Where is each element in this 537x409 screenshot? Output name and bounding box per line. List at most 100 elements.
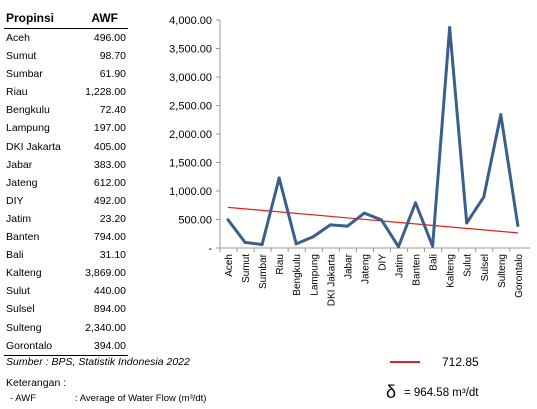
awf-value: 612.00 <box>93 176 126 189</box>
header-awf: AWF <box>91 11 118 25</box>
province-name: Bali <box>6 249 24 262</box>
province-name: Lampung <box>6 122 50 135</box>
x-tick-label: Gorontalo <box>514 254 525 298</box>
table-row: Banten 794.00 <box>4 228 128 246</box>
header-propinsi: Propinsi <box>6 11 55 25</box>
awf-value: 23.20 <box>99 212 126 225</box>
awf-line-chart: 4,000.00 3,500.00 3,000.00 2,500.00 2,000.00… <box>169 15 530 307</box>
table-row: Sulut 440.00 <box>4 282 128 300</box>
data-point <box>311 235 315 239</box>
data-point <box>482 195 486 199</box>
x-tick-label: Kalteng <box>446 254 457 288</box>
province-name: Sumbar <box>6 68 43 81</box>
table-row: Sumut 98.70 <box>4 47 128 65</box>
data-point <box>260 242 264 246</box>
x-tick-label: Sulsel <box>480 254 491 281</box>
delta-value: = 964.58 m³/dt <box>404 387 479 399</box>
delta-symbol: δ <box>386 382 397 402</box>
x-tick-label: Bali <box>429 254 440 271</box>
awf-item: - AWF <box>10 393 37 404</box>
legend-value: 712.85 <box>442 355 479 369</box>
table-row: Jatim 23.20 <box>4 210 128 228</box>
province-name: Gorontalo <box>6 339 53 352</box>
province-name: Jabar <box>6 158 33 171</box>
x-tick-label: DIY <box>377 254 388 271</box>
awf-value: 31.10 <box>99 249 126 262</box>
y-tick-label: 500.00 <box>178 215 212 227</box>
province-name: Riau <box>6 86 28 99</box>
x-tick-label: Lampung <box>309 254 320 296</box>
awf-value: 383.00 <box>93 158 126 171</box>
table-row: Jateng 612.00 <box>4 174 128 192</box>
awf-series-line <box>226 25 520 249</box>
keterangan-label: Keterangan : <box>6 377 67 389</box>
data-point <box>499 113 503 117</box>
province-name: DIY <box>6 194 24 207</box>
x-tick-label: DKI Jakarta <box>326 254 337 307</box>
x-tick-label: Sulteng <box>497 254 508 288</box>
y-tick-label: 2,500.00 <box>169 101 212 113</box>
table-row: Kalteng 3,869.00 <box>4 264 128 282</box>
source-note: Sumber : BPS, Statistik Indonesia 2022 <box>6 356 190 368</box>
province-name: Sumut <box>6 50 37 63</box>
province-name: DKI Jakarta <box>6 140 61 153</box>
x-tick-label: Jateng <box>360 254 371 284</box>
table-row: Bengkulu 72.40 <box>4 101 128 119</box>
province-name: Jateng <box>6 176 38 189</box>
y-tick-label: 2,000.00 <box>169 129 212 141</box>
x-tick-label: Jabar <box>343 253 354 279</box>
awf-value: 492.00 <box>93 194 126 207</box>
awf-value: 794.00 <box>93 231 126 244</box>
province-name: Bengkulu <box>6 104 50 117</box>
awf-value: 394.00 <box>93 339 126 352</box>
y-tick-label: - <box>208 243 212 255</box>
average-reference-line <box>227 206 518 234</box>
x-tick-label: Banten <box>412 254 423 286</box>
table-body: Aceh 496.00 Sumut 98.70 Sumbar 61.90 Riau 1,228… <box>4 29 128 356</box>
province-name: Sulut <box>6 285 30 298</box>
awf-value: 2,340.00 <box>85 321 126 334</box>
table-row: DIY 492.00 <box>4 192 128 210</box>
y-tick-label: 4,000.00 <box>169 15 212 27</box>
legend-line-sample <box>390 361 420 363</box>
awf-value: 894.00 <box>93 303 126 316</box>
table-row: Sulsel 894.00 <box>4 300 128 318</box>
province-name: Aceh <box>6 32 30 44</box>
x-tick-label: Riau <box>275 254 286 275</box>
awf-value: 496.00 <box>93 32 126 44</box>
awf-value: 3,869.00 <box>85 267 126 280</box>
data-point <box>226 218 230 222</box>
data-point <box>345 224 349 228</box>
y-tick-label: 1,000.00 <box>169 186 212 198</box>
province-name: Jatim <box>6 212 32 225</box>
y-tick-label: 3,500.00 <box>169 44 212 56</box>
data-point <box>294 242 298 246</box>
province-name: Banten <box>6 231 40 244</box>
data-point <box>243 240 247 244</box>
awf-description: : Average of Water Flow (m³/dt) <box>75 393 207 404</box>
awf-table: Propinsi AWF Aceh 496.00 Sumut 98.70 Sumbar 6… <box>4 10 128 356</box>
awf-value: 405.00 <box>93 140 126 153</box>
x-tick-label: Sumbar <box>258 253 269 289</box>
data-point <box>277 176 281 180</box>
table-row: Gorontalo 394.00 <box>4 337 128 356</box>
table-row: Bali 31.10 <box>4 246 128 264</box>
awf-value: 72.40 <box>99 104 126 117</box>
x-tick-label: Aceh <box>224 254 235 277</box>
x-tick-label: Bengkulu <box>292 254 303 296</box>
province-name: Sulsel <box>6 303 35 316</box>
data-point <box>431 244 435 248</box>
data-point <box>448 25 452 29</box>
data-point <box>465 221 469 225</box>
awf-value: 1,228.00 <box>85 86 126 99</box>
awf-value: 61.90 <box>99 68 126 81</box>
y-tick-label: 3,000.00 <box>169 72 212 84</box>
awf-value: 197.00 <box>93 122 126 135</box>
table-row: Lampung 197.00 <box>4 119 128 137</box>
data-point <box>328 223 332 227</box>
table-row: Sumbar 61.90 <box>4 65 128 83</box>
table-row: Riau 1,228.00 <box>4 83 128 101</box>
table-row: Sulteng 2,340.00 <box>4 319 128 337</box>
x-tick-label: Sulut <box>463 254 474 277</box>
y-tick-label: 1,500.00 <box>169 158 212 170</box>
